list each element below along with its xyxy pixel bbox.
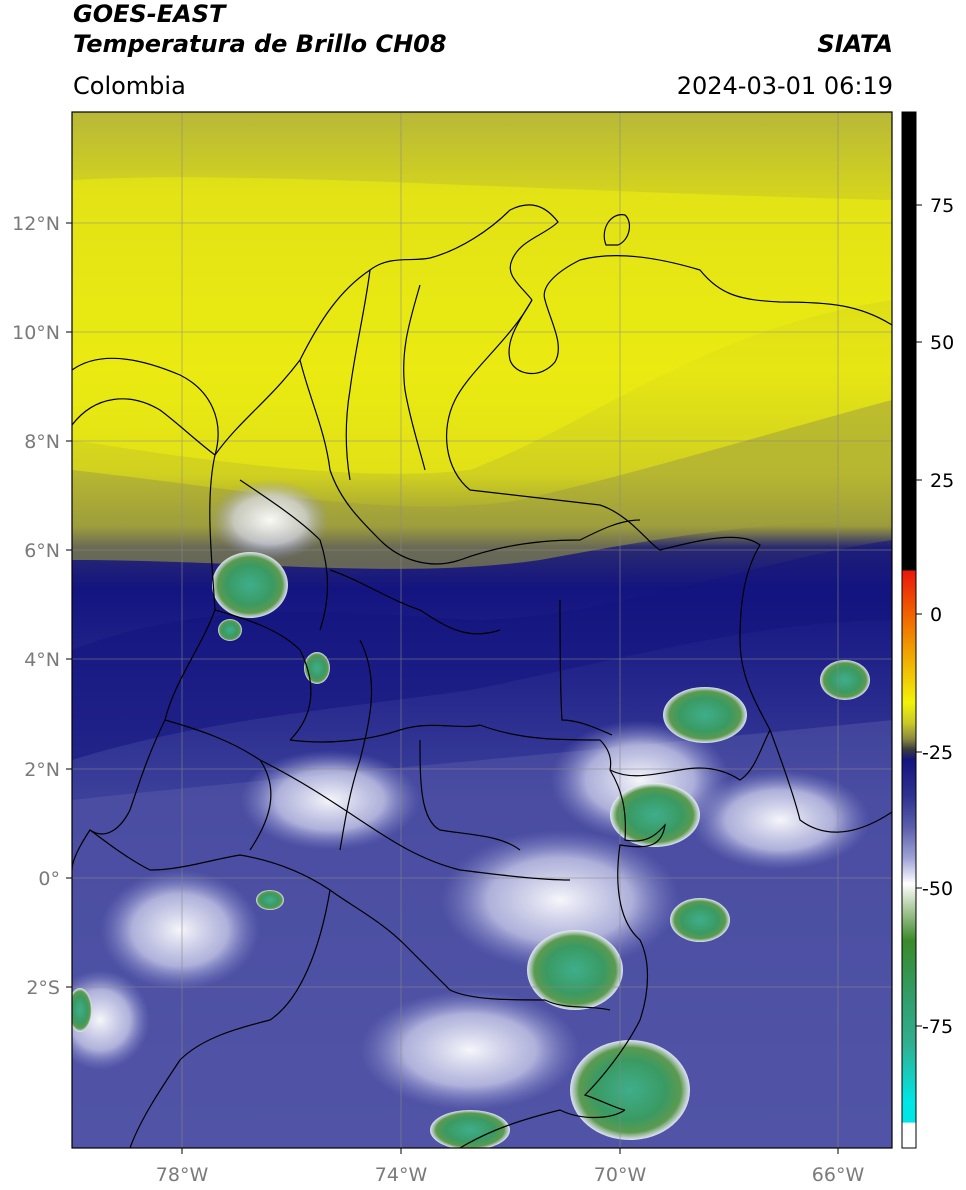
colombia-ecuador-border bbox=[89, 829, 151, 871]
lat-label-4n: 4°N bbox=[24, 649, 60, 671]
product-title: Temperatura de Brillo CH08 bbox=[73, 30, 447, 58]
colorbar: 75 50 25 0 -25 -50 -75 bbox=[901, 111, 954, 1149]
department-border-6 bbox=[214, 609, 312, 741]
department-border-7 bbox=[289, 724, 481, 743]
axis-ticks bbox=[66, 222, 839, 1154]
political-boundaries bbox=[72, 204, 892, 1148]
lon-label-66w: 66°W bbox=[812, 1164, 865, 1186]
venezuela-internal-border bbox=[559, 599, 613, 736]
satellite-title: GOES-EAST bbox=[73, 0, 226, 28]
colombia-brazil-border bbox=[583, 769, 666, 1111]
panama-south-coast bbox=[72, 398, 216, 456]
venezuela-guyana-border bbox=[769, 729, 892, 833]
venezuela-coastline bbox=[508, 255, 892, 375]
panama-coast bbox=[72, 357, 219, 456]
lon-label-74w: 74°W bbox=[375, 1164, 428, 1186]
department-border-4 bbox=[239, 479, 329, 631]
timestamp-label: 2024-03-01 06:19 bbox=[676, 72, 893, 100]
department-border-10 bbox=[479, 724, 612, 771]
lat-label-2s: 2°S bbox=[26, 977, 60, 999]
organization-label: SIATA bbox=[817, 30, 893, 58]
lon-label-78w: 78°W bbox=[156, 1164, 209, 1186]
lat-label-8n: 8°N bbox=[24, 431, 60, 453]
map-frame bbox=[71, 111, 893, 1149]
colorbar-tick-75: 75 bbox=[930, 195, 954, 217]
brazil-peru-border bbox=[459, 1109, 626, 1148]
colorbar-tick-neg50: -50 bbox=[922, 878, 953, 900]
colorbar-tick-0: 0 bbox=[930, 604, 942, 626]
department-border-9 bbox=[419, 739, 521, 851]
paraguana-coast bbox=[603, 214, 631, 246]
lat-label-0: 0° bbox=[38, 868, 60, 890]
colombia-venezuela-border bbox=[445, 299, 771, 781]
lat-label-10n: 10°N bbox=[12, 322, 60, 344]
lon-label-70w: 70°W bbox=[594, 1164, 647, 1186]
region-label: Colombia bbox=[73, 72, 186, 100]
ecuador-peru-border bbox=[129, 889, 331, 1148]
lat-label-12n: 12°N bbox=[12, 213, 60, 235]
department-border-13 bbox=[459, 519, 641, 561]
department-border-12 bbox=[259, 759, 571, 881]
department-border-2 bbox=[345, 269, 371, 481]
brightness-temperature-field bbox=[72, 112, 892, 1148]
colorbar-gradient bbox=[901, 111, 917, 1149]
lat-label-6n: 6°N bbox=[24, 540, 60, 562]
colorbar-tick-neg75: -75 bbox=[922, 1016, 953, 1038]
colorbar-tick-50: 50 bbox=[930, 332, 954, 354]
colorbar-tick-25: 25 bbox=[930, 470, 954, 492]
department-border-5 bbox=[329, 569, 501, 635]
graticule bbox=[72, 112, 892, 1148]
colombia-peru-border bbox=[149, 854, 611, 1011]
lat-label-2n: 2°N bbox=[24, 759, 60, 781]
department-border-8 bbox=[339, 639, 373, 851]
colorbar-tick-neg25: -25 bbox=[922, 742, 953, 764]
department-border-3 bbox=[403, 284, 426, 471]
department-border-1 bbox=[299, 359, 461, 565]
